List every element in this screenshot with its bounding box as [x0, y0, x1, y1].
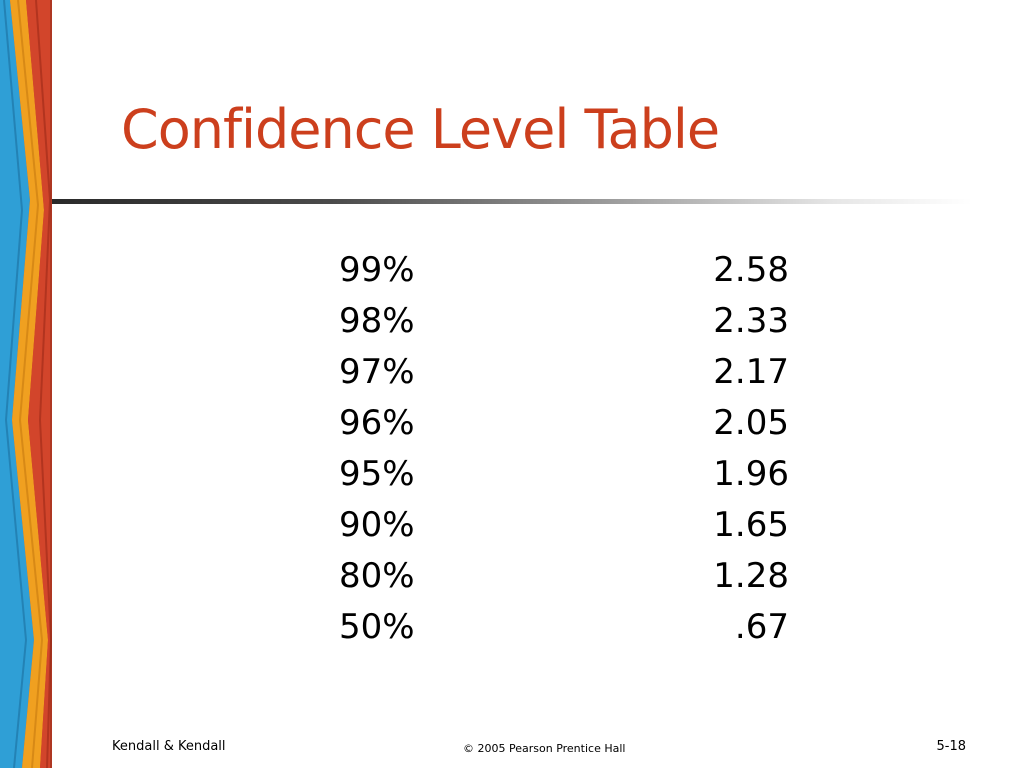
confidence-level: 99% — [339, 250, 415, 290]
table-row: 90% 1.65 — [339, 502, 789, 553]
table-row: 96% 2.05 — [339, 400, 789, 451]
title-divider — [52, 199, 972, 204]
confidence-level: 95% — [339, 454, 415, 494]
confidence-level: 80% — [339, 556, 415, 596]
footer-authors: Kendall & Kendall — [112, 739, 226, 754]
woven-fabric-decoration — [0, 0, 52, 768]
table-row: 95% 1.96 — [339, 451, 789, 502]
z-value: 2.58 — [713, 250, 789, 290]
confidence-level-table: 99% 2.58 98% 2.33 97% 2.17 96% 2.05 95% 1.96 90% 1.… — [339, 247, 789, 655]
table-row: 80% 1.28 — [339, 553, 789, 604]
z-value: 2.05 — [713, 403, 789, 443]
confidence-level: 90% — [339, 505, 415, 545]
confidence-level: 97% — [339, 352, 415, 392]
table-row: 50% .67 — [339, 604, 789, 655]
z-value: 1.65 — [713, 505, 789, 545]
confidence-level: 98% — [339, 301, 415, 341]
z-value: 2.33 — [713, 301, 789, 341]
table-row: 98% 2.33 — [339, 298, 789, 349]
footer-copyright: © 2005 Pearson Prentice Hall — [463, 742, 626, 755]
slide-title: Confidence Level Table — [121, 98, 720, 161]
z-value: 1.96 — [713, 454, 789, 494]
z-value: 2.17 — [713, 352, 789, 392]
slide-number: 5-18 — [936, 739, 966, 754]
table-row: 99% 2.58 — [339, 247, 789, 298]
z-value: 1.28 — [713, 556, 789, 596]
table-row: 97% 2.17 — [339, 349, 789, 400]
confidence-level: 96% — [339, 403, 415, 443]
confidence-level: 50% — [339, 607, 415, 647]
z-value: .67 — [734, 607, 789, 647]
